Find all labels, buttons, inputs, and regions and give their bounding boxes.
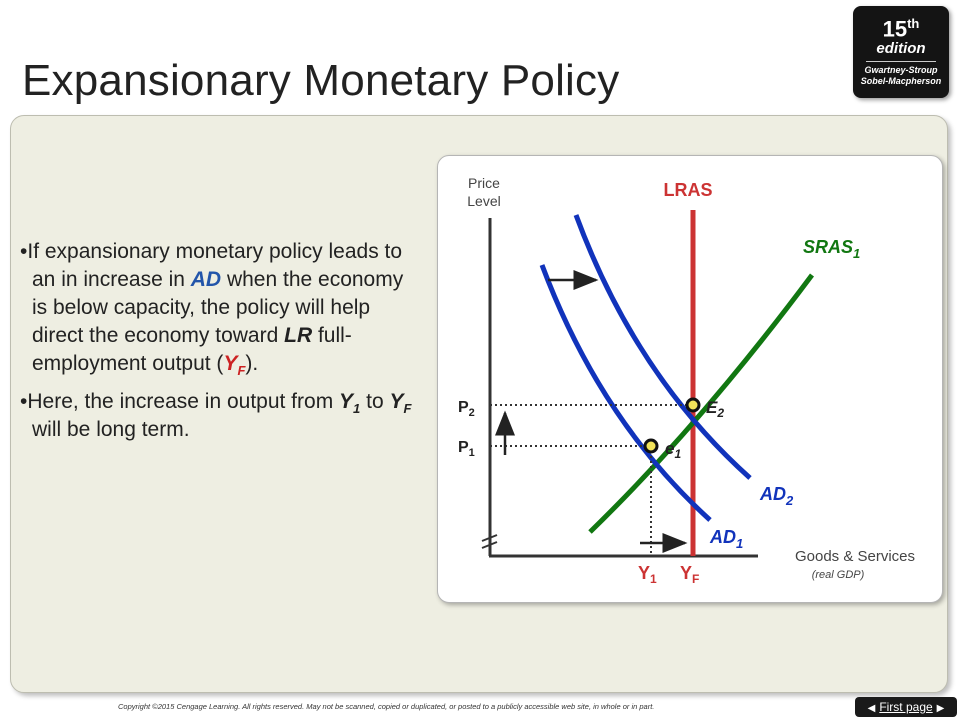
- copyright-notice: Copyright ©2015 Cengage Learning. All ri…: [118, 702, 655, 711]
- y1-label: Y1: [638, 563, 657, 586]
- sras1-curve: [588, 273, 815, 534]
- badge-authors: Gwartney-Stroup Sobel-Macpherson: [860, 65, 942, 87]
- y-axis-label-line1: Price: [468, 175, 500, 191]
- first-page-button[interactable]: ◀ First page ▶: [855, 697, 957, 717]
- e2-label: E2: [706, 398, 724, 420]
- triangle-left-icon: ◀: [867, 703, 876, 714]
- x-axis-label-line1: Goods & Services: [795, 548, 915, 565]
- ad1-curve: [539, 264, 712, 522]
- sras1-label: SRAS1: [803, 237, 860, 261]
- ad2-label: AD2: [759, 484, 794, 508]
- bullet-list: •If expansionary monetary policy leads t…: [20, 238, 420, 454]
- e1-label: e1: [665, 439, 681, 461]
- ad1-label: AD1: [709, 527, 743, 551]
- yf-label: YF: [680, 563, 699, 586]
- bullet-item-2: •Here, the increase in output from Y1 to…: [20, 390, 412, 441]
- bullet-item-1: •If expansionary monetary policy leads t…: [20, 240, 404, 379]
- ad2-curve: [573, 214, 752, 480]
- triangle-right-icon: ▶: [936, 703, 945, 714]
- first-page-label: First page: [879, 700, 933, 714]
- edition-label: edition: [876, 40, 926, 58]
- axis-break-icon: [481, 534, 498, 549]
- edition-badge: 15th edition Gwartney-Stroup Sobel-Macph…: [853, 6, 949, 98]
- badge-divider: [866, 61, 936, 63]
- edition-number: 15th: [882, 16, 920, 42]
- p1-label: P1: [458, 439, 475, 459]
- slide-title: Expansionary Monetary Policy: [22, 56, 620, 105]
- e1-point: [643, 438, 659, 454]
- x-axis-label-line2: (real GDP): [812, 569, 865, 581]
- graph-panel: [437, 155, 943, 603]
- y-axis-label-line2: Level: [467, 193, 500, 209]
- p2-label: P2: [458, 399, 475, 419]
- e2-point: [685, 397, 701, 413]
- lras-label: LRAS: [664, 180, 713, 200]
